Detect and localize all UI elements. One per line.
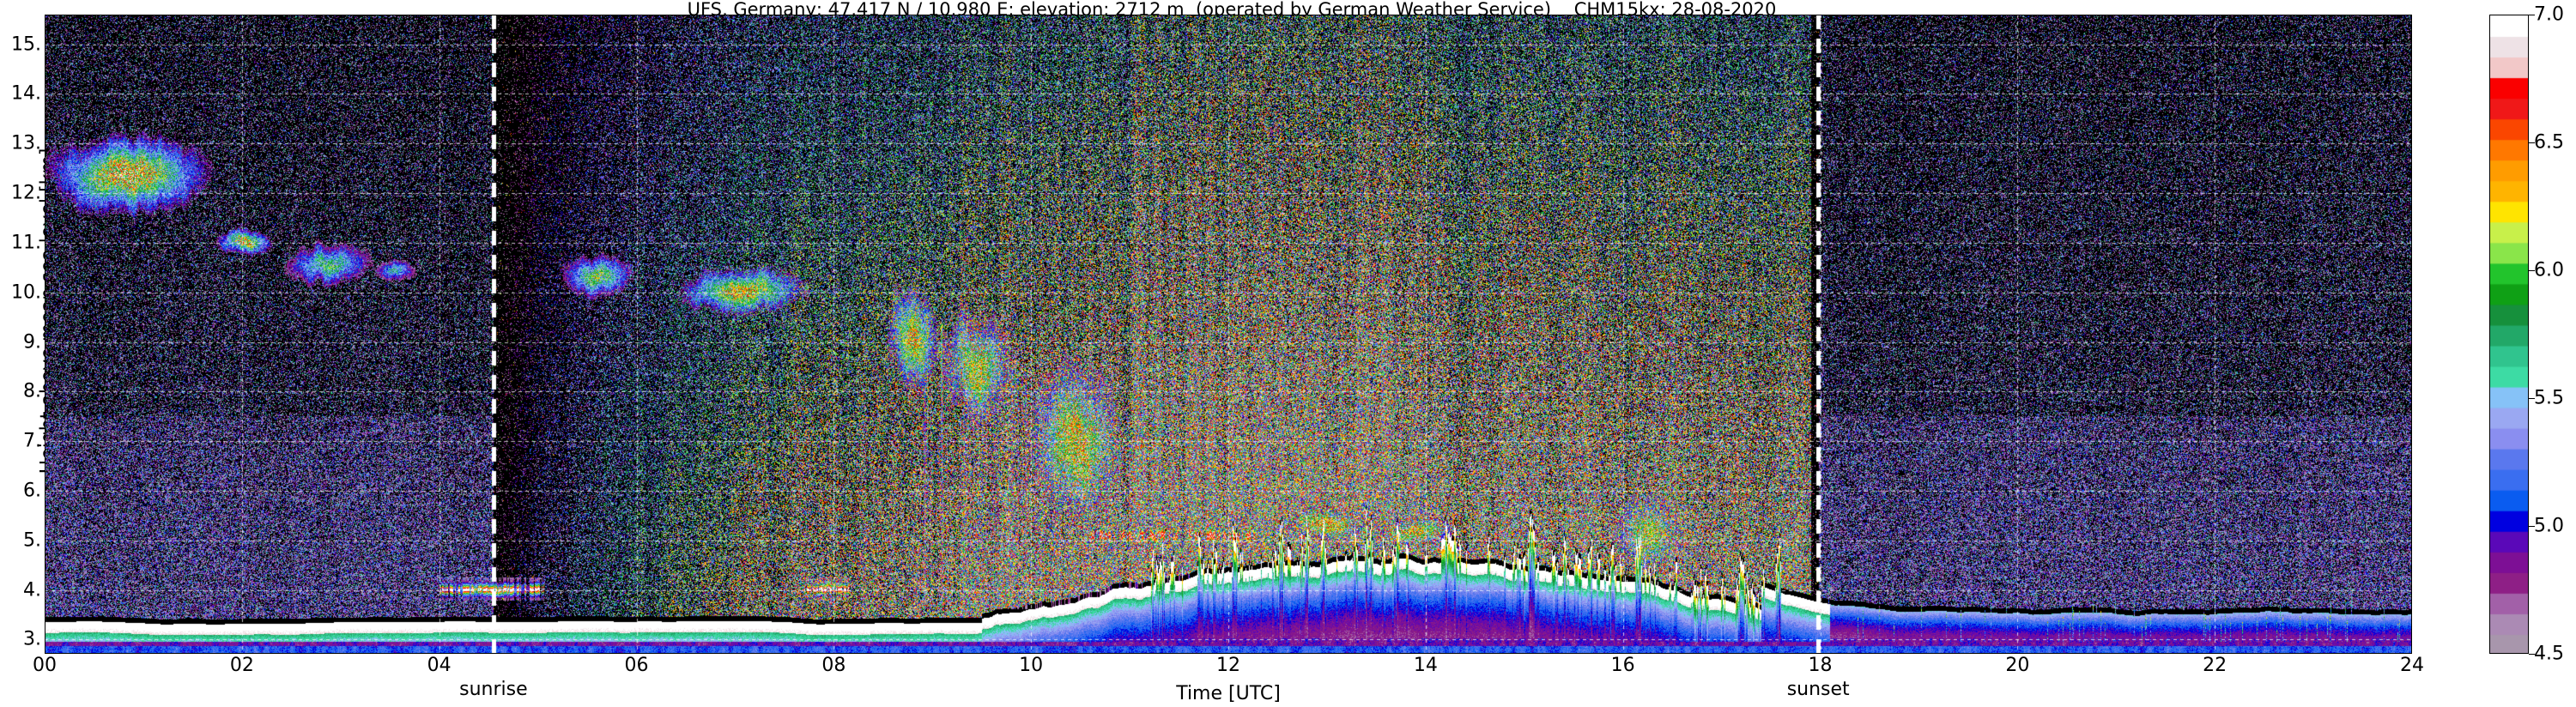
- heatmap-plot-area: [45, 15, 2412, 654]
- x-tick-label: 06: [624, 655, 649, 676]
- colorbar-tick-label: 7.0: [2534, 3, 2564, 26]
- x-tick-label: 18: [1808, 655, 1833, 676]
- y-tick-label: 12.: [11, 182, 41, 204]
- x-tick-label: 12: [1216, 655, 1240, 676]
- colorbar: [2489, 15, 2529, 654]
- colorbar-label-holder: log(rc-signal) @ 1064 nm: [2554, 15, 2576, 654]
- colorbar-tick-label: 5.0: [2534, 515, 2564, 537]
- x-tick-label: 08: [821, 655, 846, 676]
- colorbar-tick-label: 6.0: [2534, 259, 2564, 281]
- y-tick-label: 8.: [23, 380, 41, 402]
- y-tick-label: 3.: [23, 628, 41, 650]
- colorbar-tick-mark: [2529, 398, 2535, 399]
- x-tick-label: 10: [1019, 655, 1044, 676]
- x-tick-label: 20: [2005, 655, 2030, 676]
- x-tick-label: 02: [229, 655, 254, 676]
- y-axis-ticks: 15. 14. 13. 12. 11. 10. 9. 8. 7. 6. 5. 4. 3.: [0, 15, 43, 654]
- y-tick-label: 11.: [11, 232, 41, 254]
- colorbar-canvas: [2489, 15, 2529, 654]
- x-axis-ticks: 00 02 04 06 08 10 12 14 16 18 20 22 24 sunrise sunset: [33, 655, 2424, 700]
- x-tick-label: 24: [2400, 655, 2424, 676]
- colorbar-tick-mark: [2529, 654, 2535, 655]
- backscatter-heatmap-canvas: [45, 15, 2412, 654]
- y-tick-label: 4.: [23, 579, 41, 601]
- x-tick-label: 16: [1610, 655, 1635, 676]
- y-tick-label: 5.: [23, 529, 41, 552]
- x-tick-label: 04: [427, 655, 452, 676]
- colorbar-tick-label: 6.5: [2534, 131, 2564, 154]
- colorbar-tick-mark: [2529, 142, 2535, 143]
- x-tick-label: 22: [2203, 655, 2227, 676]
- y-tick-label: 10.: [11, 281, 41, 304]
- sunset-annotation: sunset: [1786, 679, 1850, 700]
- colorbar-tick-mark: [2529, 270, 2535, 271]
- y-tick-label: 9.: [23, 331, 41, 354]
- x-axis-label: Time [UTC]: [1176, 683, 1281, 704]
- colorbar-tick-label: 5.5: [2534, 387, 2564, 409]
- x-tick-label: 14: [1413, 655, 1438, 676]
- colorbar-tick-label: 4.5: [2534, 643, 2564, 665]
- y-tick-label: 14.: [11, 82, 41, 105]
- y-tick-label: 7.: [23, 430, 41, 452]
- y-tick-label: 6.: [23, 480, 41, 502]
- x-tick-label: 00: [33, 655, 57, 676]
- sunrise-annotation: sunrise: [459, 679, 528, 700]
- y-tick-label: 13.: [11, 132, 41, 154]
- colorbar-tick-mark: [2529, 526, 2535, 527]
- y-tick-label: 15.: [11, 33, 41, 56]
